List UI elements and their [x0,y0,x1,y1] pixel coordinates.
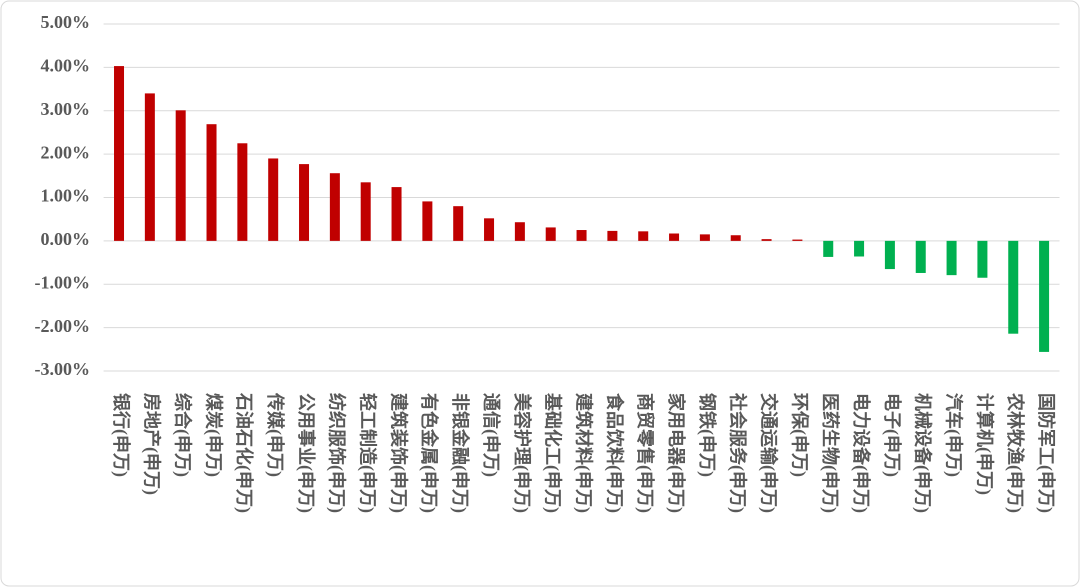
bar [730,235,741,241]
y-tick-label: 4.00% [41,56,91,76]
bar [114,66,125,241]
bar [360,182,371,241]
bar [1008,240,1019,334]
x-tick-label: 医药生物(申万) [819,393,841,513]
x-tick-label: 有色金属(申万) [418,393,440,513]
x-tick-label: 银行(申万) [110,393,132,477]
x-tick-label: 公用事业(申万) [295,393,317,513]
bar [268,158,279,241]
bar [514,222,525,241]
x-tick-label: 美容护理(申万) [511,393,533,513]
bar [607,230,618,241]
bar [761,239,772,241]
bar [576,230,587,241]
bar [823,240,834,257]
x-tick-label: 基础化工(申万) [542,392,564,513]
bar [946,240,957,276]
bar [792,239,803,241]
bar [1039,240,1050,352]
x-tick-label: 电力设备(申万) [850,393,872,513]
x-tick-label: 煤炭(申万) [202,393,224,477]
x-tick-label: 电子(申万) [881,393,903,477]
x-tick-label: 房地产(申万) [141,393,163,495]
y-tick-label: 2.00% [41,142,91,162]
x-tick-label: 石油石化(申万) [233,392,255,513]
bar [884,240,895,270]
x-tick-label: 计算机(申万) [973,393,995,495]
x-tick-label: 家用电器(申万) [665,393,687,513]
bar [391,187,402,241]
y-tick-label: 0.00% [41,229,91,249]
x-tick-label: 非银金融(申万) [449,393,471,513]
y-tick-label: 3.00% [41,99,91,119]
bar [484,218,495,241]
bar [915,240,926,273]
bar [669,233,680,241]
x-tick-label: 交通运输(申万) [757,393,779,513]
bar [144,93,155,241]
bar [329,173,340,241]
x-tick-label: 国防军工(申万) [1035,393,1057,513]
x-tick-label: 综合(申万) [172,393,194,477]
x-tick-label: 轻工制造(申万) [357,393,379,513]
x-tick-label: 建筑材料(申万) [572,393,594,513]
y-tick-label: 5.00% [41,12,91,32]
y-tick-label: -1.00% [35,272,91,292]
x-tick-label: 农林牧渔(申万) [1004,392,1026,513]
bar [237,143,248,241]
x-tick-label: 商贸零售(申万) [634,393,656,513]
bar [854,240,865,257]
bar [638,231,649,241]
x-tick-label: 汽车(申万) [942,393,964,477]
x-tick-label: 食品饮料(申万) [603,392,625,513]
y-tick-label: -2.00% [35,316,91,336]
x-tick-label: 通信(申万) [480,393,502,477]
x-tick-label: 环保(申万) [788,393,810,477]
x-tick-label: 钢铁(申万) [696,393,718,477]
x-tick-label: 传媒(申万) [264,392,286,477]
bar [699,234,710,241]
x-tick-label: 机械设备(申万) [912,393,934,513]
x-tick-label: 纺织服饰(申万) [326,393,348,513]
y-tick-label: 1.00% [41,186,91,206]
y-tick-label: -3.00% [35,359,91,379]
bar [977,240,988,278]
x-tick-label: 社会服务(申万) [727,393,749,513]
x-tick-label: 建筑装饰(申万) [387,393,409,513]
bar [206,124,217,241]
bar [545,227,556,241]
bar [422,201,433,241]
bar [453,206,464,241]
bar [299,164,310,241]
bar [175,110,186,241]
